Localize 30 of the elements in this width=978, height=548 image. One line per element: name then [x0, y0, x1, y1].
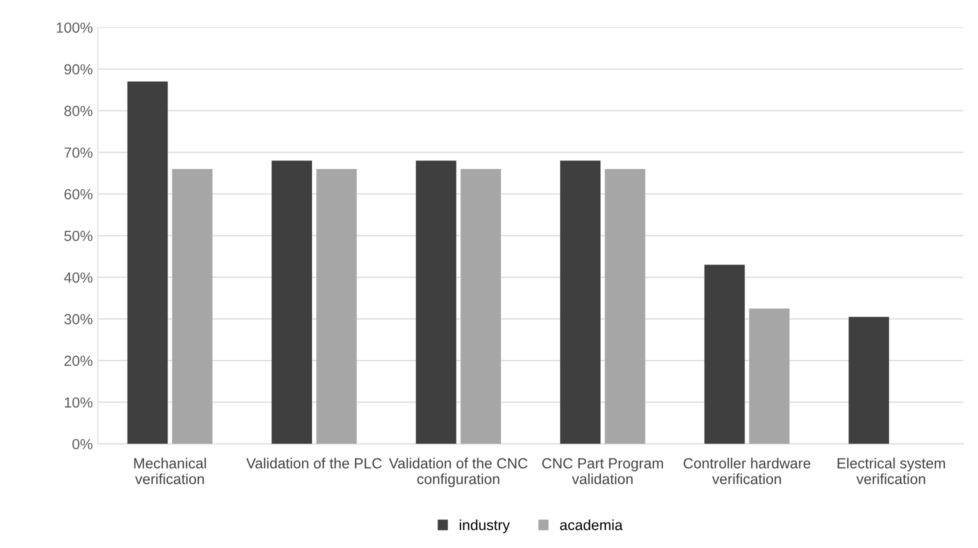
- bar: [460, 169, 501, 444]
- x-tick-label: CNC Part Program validation: [542, 458, 663, 484]
- bar: [416, 160, 456, 444]
- y-tick-label: 0%: [72, 438, 92, 450]
- bar: [127, 82, 168, 444]
- y-tick-label: 40%: [64, 272, 92, 283]
- x-tick-label: Electrical system verification: [838, 458, 945, 484]
- y-tick-label: 70%: [64, 147, 92, 158]
- x-tick-label: Mechanical verification: [134, 458, 206, 484]
- bar: [749, 308, 790, 444]
- x-tick-label: Validation of the CNC configuration: [388, 458, 528, 488]
- y-tick-label: 50%: [64, 230, 92, 242]
- y-tick-label: 60%: [64, 189, 92, 200]
- y-tick-label: 20%: [64, 356, 92, 366]
- bar: [604, 169, 646, 444]
- bar: [848, 316, 890, 444]
- legend-label: industry: [460, 519, 510, 534]
- bar: [172, 169, 212, 444]
- x-tick-label: Validation of the PLC: [246, 458, 382, 468]
- y-tick-label: 30%: [64, 314, 92, 324]
- bar: [704, 264, 745, 444]
- legend-label: academia: [560, 519, 623, 530]
- bar: [560, 160, 601, 444]
- y-tick-label: 10%: [64, 397, 92, 408]
- x-tick-label: Controller hardware verification: [684, 458, 810, 484]
- y-tick-label: 90%: [64, 64, 92, 74]
- bar: [272, 160, 312, 444]
- y-tick-label: 100%: [56, 22, 92, 33]
- y-tick-label: 80%: [64, 106, 92, 116]
- bar: [316, 169, 357, 444]
